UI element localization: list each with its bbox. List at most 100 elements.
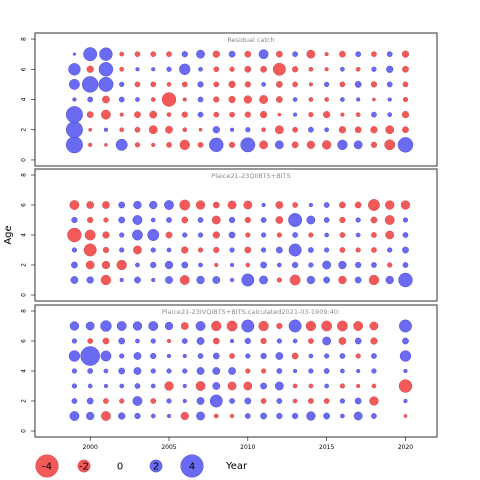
residual-bubble xyxy=(197,217,204,223)
legend-label: -2 xyxy=(79,462,89,473)
residual-bubble xyxy=(182,398,187,404)
residual-bubble xyxy=(228,367,236,375)
residual-bubble xyxy=(181,111,188,118)
residual-bubble xyxy=(150,368,156,374)
residual-bubble xyxy=(308,232,314,238)
residual-bubble xyxy=(355,66,361,72)
residual-bubble xyxy=(100,274,112,286)
residual-bubble xyxy=(195,381,206,391)
residual-bubble xyxy=(166,413,172,419)
residual-bubble xyxy=(211,320,222,332)
residual-bubble xyxy=(244,337,251,345)
x-axis: 2000 2005 2010 2015 2020 xyxy=(83,437,413,451)
residual-bubble xyxy=(86,65,94,73)
residual-bubble xyxy=(241,319,255,333)
residual-bubble xyxy=(87,96,94,103)
residual-bubble xyxy=(135,97,140,102)
residual-bubble xyxy=(322,336,332,346)
residual-bubble xyxy=(384,139,396,151)
x-tick-label: 2000 xyxy=(83,444,98,451)
residual-bubble xyxy=(308,262,314,268)
residual-bubble xyxy=(292,81,298,88)
residual-bubble xyxy=(324,67,329,72)
residual-bubble xyxy=(289,274,301,286)
residual-bubble xyxy=(258,49,269,60)
residual-bubble xyxy=(276,50,283,58)
residual-bubble xyxy=(244,65,252,73)
legend-label: -4 xyxy=(42,462,52,473)
residual-bubble xyxy=(356,368,361,374)
residual-bubble xyxy=(399,319,412,333)
residual-bubble xyxy=(148,125,158,135)
residual-bubble xyxy=(292,412,299,420)
residual-bubble xyxy=(306,49,316,59)
residual-bubble xyxy=(150,247,156,253)
residual-bubble xyxy=(84,229,96,241)
residual-bubble xyxy=(276,412,283,420)
residual-bubble xyxy=(87,216,94,224)
residual-bubble xyxy=(213,96,220,103)
residual-bubble xyxy=(182,97,187,102)
residual-bubble xyxy=(291,352,299,360)
residual-bubble xyxy=(213,413,219,419)
x-tick-label: 2005 xyxy=(161,444,176,451)
residual-bubble xyxy=(354,201,362,209)
residual-bubble xyxy=(324,383,329,389)
residual-bubble xyxy=(321,320,333,332)
residual-bubble xyxy=(245,232,251,238)
residual-bubble xyxy=(260,398,267,404)
residual-bubble xyxy=(370,216,378,224)
residual-bubble xyxy=(197,96,204,103)
residual-bubble xyxy=(260,352,267,360)
residual-bubble xyxy=(119,277,124,283)
residual-bubble xyxy=(182,368,188,374)
residual-bubble xyxy=(229,127,235,132)
residual-bubble xyxy=(150,338,156,344)
legend-bubble xyxy=(149,459,163,473)
residual-bubble xyxy=(119,51,125,57)
residual-bubble xyxy=(228,216,236,224)
residual-bubble xyxy=(293,112,298,117)
residual-bubble xyxy=(166,353,172,359)
residual-bubble xyxy=(87,338,94,344)
residual-bubble xyxy=(355,232,361,238)
residual-bubble xyxy=(308,338,314,344)
residual-bubble xyxy=(65,121,83,139)
residual-bubble xyxy=(356,97,361,102)
residual-bubble xyxy=(86,111,94,118)
y-tick-label: 2 xyxy=(21,128,28,132)
residual-bubble xyxy=(371,353,377,359)
residual-bubble xyxy=(119,127,125,133)
residual-bubble xyxy=(166,66,172,72)
residual-bubble xyxy=(385,275,394,285)
residual-bubble xyxy=(212,337,220,345)
residual-bubble xyxy=(274,140,284,150)
residual-bubble xyxy=(197,142,204,148)
residual-bubble xyxy=(339,247,346,253)
residual-bubble xyxy=(211,215,221,225)
residual-bubble xyxy=(277,112,282,117)
residual-bubble xyxy=(134,111,141,118)
residual-bubble xyxy=(134,383,141,389)
residual-bubble xyxy=(213,246,220,254)
residual-bubble xyxy=(260,412,267,420)
residual-bubble xyxy=(198,66,203,72)
residual-bubble xyxy=(323,398,330,404)
residual-bubble xyxy=(182,383,187,389)
residual-bubble xyxy=(292,97,298,102)
residual-bubble xyxy=(339,81,346,88)
residual-bubble xyxy=(355,247,361,253)
residual-bubble xyxy=(402,65,409,73)
residual-bubble xyxy=(386,51,393,57)
y-tick-label: 0 xyxy=(21,429,28,433)
residual-bubble xyxy=(288,243,302,257)
residual-bubble xyxy=(260,337,267,345)
residual-bubble xyxy=(212,352,220,360)
residual-bubble xyxy=(181,338,188,344)
residual-bubble xyxy=(403,398,408,404)
y-tick-label: 2 xyxy=(21,399,28,403)
residual-bubble xyxy=(103,368,109,374)
residual-bubble xyxy=(276,398,283,404)
residual-bubble xyxy=(260,65,267,73)
residual-bubble xyxy=(340,97,345,102)
